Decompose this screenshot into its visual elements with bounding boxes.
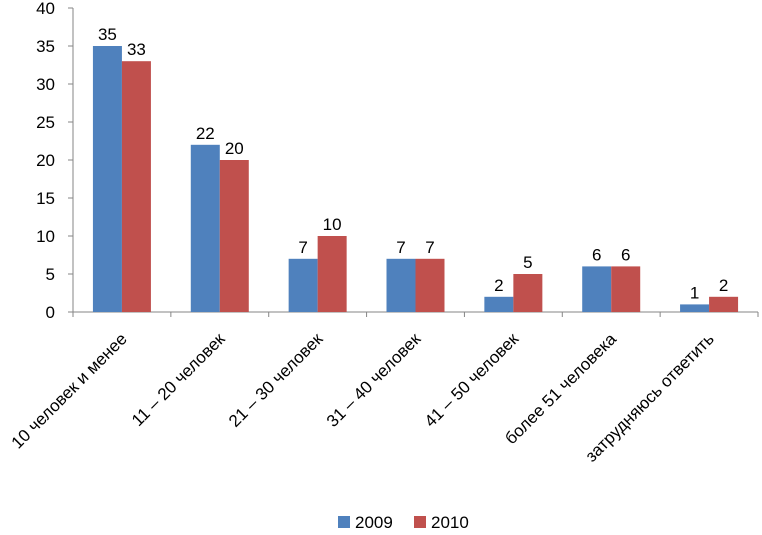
y-tick-label: 0 xyxy=(46,303,55,322)
y-tick-label: 5 xyxy=(46,265,55,284)
category-label-4: 41 – 50 человек xyxy=(421,329,523,431)
data-label-2009-0: 35 xyxy=(98,25,117,44)
y-tick-label: 30 xyxy=(36,75,55,94)
legend-swatch-2009 xyxy=(338,516,350,528)
y-tick-label: 15 xyxy=(36,189,55,208)
data-label-2010-4: 5 xyxy=(523,253,532,272)
bar-2010-0 xyxy=(121,61,151,313)
data-label-2009-3: 7 xyxy=(396,238,405,257)
data-label-2009-5: 6 xyxy=(592,245,601,264)
data-label-2009-4: 2 xyxy=(494,276,503,295)
data-label-2010-3: 7 xyxy=(425,238,434,257)
y-tick-label: 40 xyxy=(36,0,55,18)
bar-2009-0 xyxy=(92,46,122,312)
data-label-2010-0: 33 xyxy=(127,40,146,59)
y-tick-label: 35 xyxy=(36,37,55,56)
data-label-2009-2: 7 xyxy=(298,238,307,257)
bar-2009-3 xyxy=(386,258,416,312)
bar-2010-1 xyxy=(219,160,249,312)
data-label-2010-1: 20 xyxy=(225,139,244,158)
bar-2009-1 xyxy=(190,144,220,312)
bar-2010-6 xyxy=(709,296,739,312)
x-axis xyxy=(72,311,759,317)
data-labels: 35 33 22 20 7 10 7 7 2 5 6 6 1 2 xyxy=(98,25,728,302)
bar-2010-5 xyxy=(611,266,641,312)
data-label-2009-1: 22 xyxy=(196,124,215,143)
legend-label-2010: 2010 xyxy=(431,513,469,532)
bars xyxy=(92,46,739,313)
y-tick-label: 20 xyxy=(36,151,55,170)
bar-2009-6 xyxy=(680,304,710,312)
data-label-2010-5: 6 xyxy=(621,245,630,264)
y-tick-label: 10 xyxy=(36,227,55,246)
data-label-2010-6: 2 xyxy=(719,276,728,295)
bar-2010-4 xyxy=(513,274,543,312)
category-label-3: 31 – 40 человек xyxy=(323,329,425,431)
legend: 2009 2010 xyxy=(338,513,469,532)
category-label-2: 21 – 30 человек xyxy=(225,329,327,431)
category-label-1: 11 – 20 человек xyxy=(128,329,229,430)
legend-swatch-2010 xyxy=(414,516,426,528)
category-label-0: 10 человек и менее xyxy=(8,329,131,452)
bar-2009-2 xyxy=(288,258,318,312)
bar-2009-5 xyxy=(582,266,612,312)
y-tick-label: 25 xyxy=(36,113,55,132)
legend-label-2009: 2009 xyxy=(355,513,393,532)
bar-2010-3 xyxy=(415,258,445,312)
data-label-2010-2: 10 xyxy=(323,215,342,234)
bar-2010-2 xyxy=(317,236,347,312)
data-label-2009-6: 1 xyxy=(690,283,699,302)
y-axis: 0 5 10 15 20 25 30 35 40 xyxy=(36,0,74,322)
bar-2009-4 xyxy=(484,296,514,312)
